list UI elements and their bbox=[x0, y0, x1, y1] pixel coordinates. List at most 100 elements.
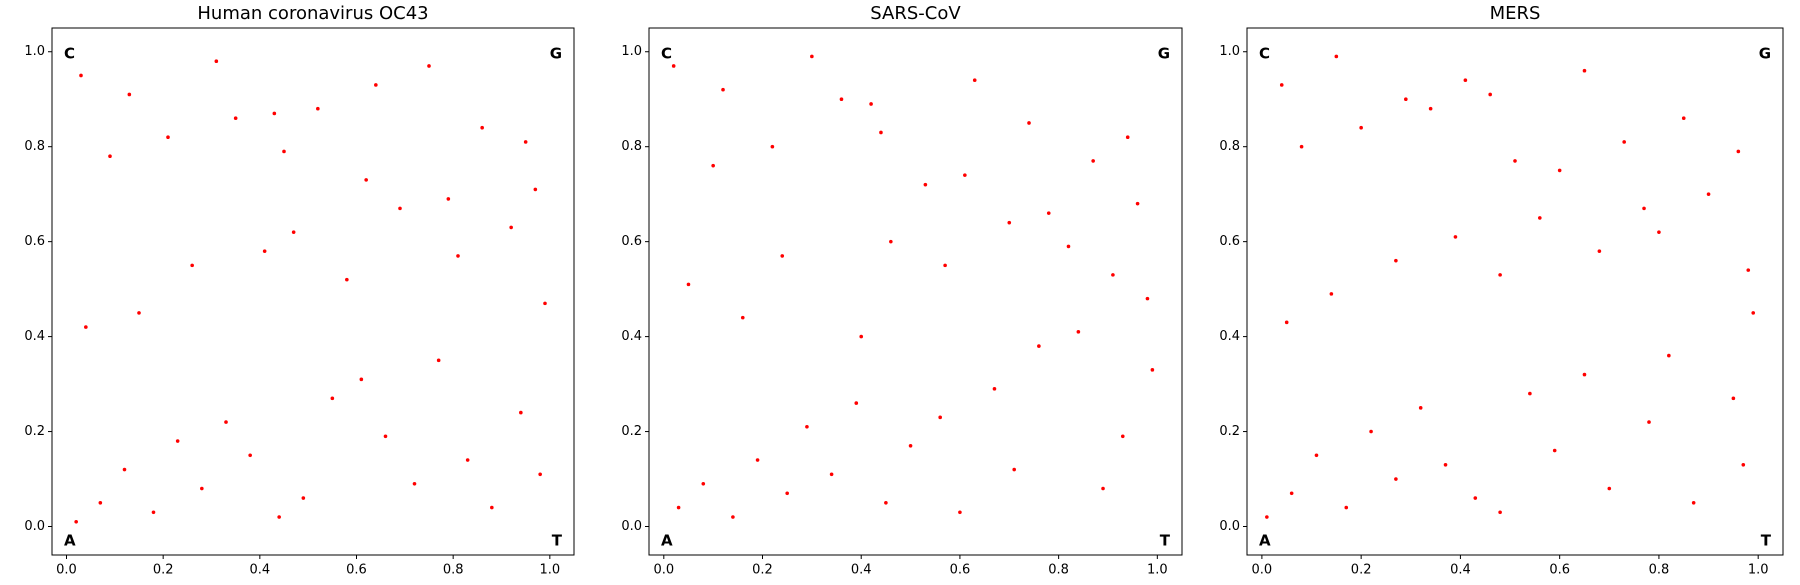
point bbox=[374, 83, 378, 87]
corner-label: C bbox=[661, 45, 672, 63]
y-tick-label: 0.2 bbox=[24, 424, 45, 439]
point bbox=[1443, 462, 1448, 467]
point bbox=[1284, 320, 1289, 325]
corner-label: G bbox=[550, 45, 562, 63]
chart-title: Human coronavirus OC43 bbox=[197, 3, 428, 24]
point bbox=[1667, 353, 1671, 358]
point bbox=[166, 135, 170, 139]
point bbox=[785, 491, 789, 496]
point bbox=[780, 254, 785, 258]
point bbox=[330, 396, 335, 401]
point bbox=[1299, 144, 1304, 149]
point bbox=[1706, 192, 1711, 196]
point bbox=[248, 453, 252, 458]
point bbox=[1488, 92, 1492, 97]
y-tick-label: 0.8 bbox=[24, 139, 45, 154]
corner-label: A bbox=[64, 532, 76, 550]
point bbox=[1418, 406, 1423, 410]
point bbox=[301, 496, 306, 500]
point bbox=[1394, 477, 1398, 481]
x-tick-label: 0.6 bbox=[1549, 563, 1570, 578]
point bbox=[1463, 78, 1468, 83]
point bbox=[1369, 429, 1373, 434]
point bbox=[1647, 420, 1651, 424]
y-tick-label: 1.0 bbox=[1219, 44, 1240, 59]
point bbox=[1359, 125, 1363, 130]
x-tick-label: 0.8 bbox=[1649, 563, 1670, 578]
plot-frame bbox=[51, 27, 575, 556]
point bbox=[1731, 396, 1736, 401]
point bbox=[972, 78, 977, 83]
point bbox=[1404, 97, 1408, 102]
point bbox=[543, 301, 547, 306]
point bbox=[1007, 220, 1012, 225]
point bbox=[1622, 140, 1626, 144]
point bbox=[1473, 496, 1478, 500]
point bbox=[383, 434, 388, 439]
point bbox=[465, 458, 470, 462]
point bbox=[958, 510, 962, 515]
point bbox=[1557, 168, 1562, 173]
point bbox=[1150, 368, 1155, 372]
point bbox=[1691, 500, 1696, 505]
point bbox=[854, 401, 859, 405]
point bbox=[1135, 201, 1140, 206]
point bbox=[345, 277, 349, 282]
point bbox=[1344, 505, 1349, 510]
y-tick-label: 0.6 bbox=[24, 234, 45, 249]
point bbox=[884, 500, 888, 505]
point bbox=[1394, 258, 1398, 263]
corner-label: T bbox=[1160, 532, 1171, 550]
point bbox=[1329, 292, 1334, 296]
point bbox=[810, 54, 814, 59]
point bbox=[1751, 311, 1756, 315]
point bbox=[1498, 510, 1502, 515]
point bbox=[84, 325, 88, 329]
point bbox=[963, 173, 967, 177]
point bbox=[889, 239, 893, 244]
point bbox=[1334, 54, 1339, 59]
point bbox=[79, 73, 83, 78]
point bbox=[1027, 121, 1031, 125]
y-tick-label: 0.6 bbox=[621, 234, 642, 249]
point bbox=[1125, 135, 1130, 139]
x-tick-label: 0.2 bbox=[1351, 563, 1372, 578]
x-tick-label: 0.0 bbox=[653, 563, 674, 578]
point bbox=[282, 149, 286, 154]
point bbox=[1582, 372, 1587, 377]
x-tick-label: 0.4 bbox=[1450, 563, 1471, 578]
x-tick-label: 0.4 bbox=[851, 563, 872, 578]
y-tick-label: 0.2 bbox=[1219, 424, 1240, 439]
x-tick-label: 0.8 bbox=[443, 563, 464, 578]
x-tick-label: 0.0 bbox=[56, 563, 77, 578]
point bbox=[1736, 149, 1741, 154]
point bbox=[943, 263, 947, 268]
corner-label: A bbox=[1259, 532, 1271, 550]
point bbox=[398, 206, 402, 211]
point bbox=[480, 125, 484, 130]
y-tick-label: 0.6 bbox=[1219, 234, 1240, 249]
point bbox=[316, 106, 320, 111]
y-tick-label: 0.0 bbox=[1219, 519, 1240, 534]
point bbox=[1642, 206, 1646, 211]
point bbox=[1657, 230, 1661, 234]
y-tick-label: 0.8 bbox=[621, 139, 642, 154]
x-tick-label: 1.0 bbox=[1147, 563, 1168, 578]
point bbox=[262, 249, 267, 253]
point bbox=[859, 334, 864, 339]
point bbox=[1746, 268, 1751, 272]
point bbox=[523, 140, 528, 144]
point bbox=[533, 187, 538, 192]
point bbox=[711, 163, 715, 168]
point bbox=[1111, 273, 1115, 277]
point bbox=[364, 178, 368, 182]
point bbox=[509, 225, 513, 230]
point bbox=[1289, 491, 1294, 496]
point bbox=[291, 230, 296, 234]
plot-frame bbox=[648, 27, 1183, 556]
point bbox=[74, 519, 78, 524]
point bbox=[214, 59, 219, 64]
point bbox=[1607, 486, 1612, 491]
point bbox=[1101, 486, 1105, 491]
point bbox=[538, 472, 542, 477]
